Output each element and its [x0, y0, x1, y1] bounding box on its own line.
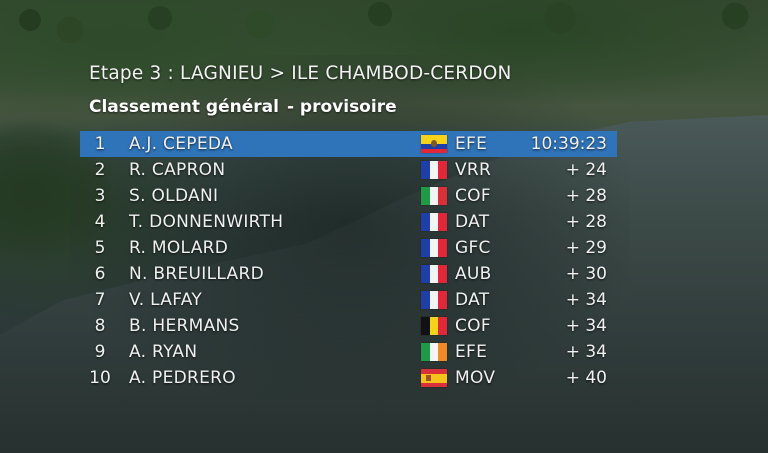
time-gap: + 24 [566, 160, 607, 180]
france-flag-icon [421, 239, 447, 257]
team-code: EFE [455, 134, 487, 154]
team-code: MOV [455, 368, 495, 388]
standings-row: 8 B. HERMANS COF + 34 [80, 313, 617, 339]
france-flag-icon [421, 213, 447, 231]
france-flag-icon [421, 265, 447, 283]
ecuador-flag-icon [421, 135, 447, 153]
time-gap: + 29 [566, 238, 607, 258]
rider-name: R. CAPRON [129, 160, 225, 180]
standings-row: 6 N. BREUILLARD AUB + 30 [80, 261, 617, 287]
rank: 2 [86, 160, 114, 180]
belgium-flag-icon [421, 317, 447, 335]
rider-name: S. OLDANI [129, 186, 218, 206]
standings-row: 4 T. DONNENWIRTH DAT + 28 [80, 209, 617, 235]
time-gap: + 34 [566, 316, 607, 336]
time-gap: + 30 [566, 264, 607, 284]
rider-name: R. MOLARD [129, 238, 228, 258]
team-code: DAT [455, 290, 489, 310]
standings-row: 3 S. OLDANI COF + 28 [80, 183, 617, 209]
france-flag-icon [421, 161, 447, 179]
rank: 6 [86, 264, 114, 284]
rider-name: T. DONNENWIRTH [129, 212, 283, 232]
rider-name: N. BREUILLARD [129, 264, 264, 284]
rank: 3 [86, 186, 114, 206]
standings-row: 2 R. CAPRON VRR + 24 [80, 157, 617, 183]
rank: 9 [86, 342, 114, 362]
rank: 7 [86, 290, 114, 310]
time-gap: + 34 [566, 290, 607, 310]
team-code: AUB [455, 264, 492, 284]
time-gap: + 40 [566, 368, 607, 388]
classification-title: Classement général - provisoire [89, 97, 397, 121]
team-code: COF [455, 186, 491, 206]
rank: 5 [86, 238, 114, 258]
france-flag-icon [421, 291, 447, 309]
rank: 4 [86, 212, 114, 232]
rider-name: A. PEDRERO [129, 368, 236, 388]
spain-flag-icon [421, 369, 447, 387]
team-code: GFC [455, 238, 491, 258]
standings-table: 1 A.J. CEPEDA EFE 10:39:23 2 R. CAPRON VRR + 24… [80, 131, 617, 391]
ireland-flag-icon [421, 343, 447, 361]
standings-row: 7 V. LAFAY DAT + 34 [80, 287, 617, 313]
rider-name: B. HERMANS [129, 316, 240, 336]
team-code: COF [455, 316, 491, 336]
classification-status: - provisoire [287, 97, 397, 117]
stage-title: Etape 3 : LAGNIEU > ILE CHAMBOD-CERDON [89, 63, 512, 89]
standings-row-leader: 1 A.J. CEPEDA EFE 10:39:23 [80, 131, 617, 157]
rider-name: V. LAFAY [129, 290, 202, 310]
team-code: VRR [455, 160, 491, 180]
classification-label: Classement général [89, 97, 279, 117]
rider-name: A. RYAN [129, 342, 197, 362]
rank: 1 [86, 134, 114, 154]
time-gap: + 34 [566, 342, 607, 362]
time-gap: 10:39:23 [531, 134, 607, 154]
rider-name: A.J. CEPEDA [129, 134, 233, 154]
standings-row: 5 R. MOLARD GFC + 29 [80, 235, 617, 261]
italy-flag-icon [421, 187, 447, 205]
time-gap: + 28 [566, 212, 607, 232]
time-gap: + 28 [566, 186, 607, 206]
rank: 8 [86, 316, 114, 336]
team-code: DAT [455, 212, 489, 232]
standings-row: 9 A. RYAN EFE + 34 [80, 339, 617, 365]
rank: 10 [86, 368, 114, 388]
team-code: EFE [455, 342, 487, 362]
standings-row: 10 A. PEDRERO MOV + 40 [80, 365, 617, 391]
